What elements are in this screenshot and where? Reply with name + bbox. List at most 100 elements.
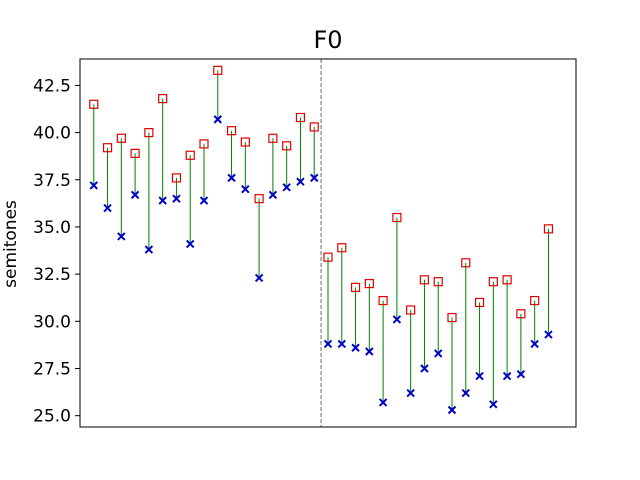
data-point-x [544,330,553,339]
data-point-x [282,183,291,192]
data-point-x-stroke [475,371,484,381]
plot-area [89,59,554,427]
data-point-square [185,150,195,160]
y-tick-label: 40.0 [33,124,71,144]
data-point-square [282,141,292,151]
data-point-x-stroke [186,239,195,249]
data-point-x-stroke [241,185,250,194]
data-point-x [434,349,443,358]
data-point-x-stroke [117,232,126,241]
data-point-square [171,173,182,183]
data-point-x [254,273,264,283]
data-point-square [502,275,512,285]
y-tick-label: 42.5 [33,76,71,96]
data-point-square [447,312,457,323]
data-point-x [213,115,222,124]
data-point-x-stroke [103,203,112,213]
y-tick-label: 32.5 [33,265,71,285]
data-point-x-stroke [172,194,181,203]
data-point-square [433,277,443,287]
data-point-x [241,185,250,194]
data-point-x-stroke [420,364,429,373]
data-point-square [226,126,237,136]
data-point-x [130,190,140,200]
data-point-x-stroke [130,190,140,200]
data-point-x-stroke [310,173,319,183]
data-point-x [199,196,209,205]
axes-frame [79,58,577,428]
data-point-x [392,315,402,324]
data-point-x-stroke [213,115,222,124]
data-point-x-stroke [461,388,470,398]
data-point-square [419,275,430,285]
data-point-x [158,196,167,205]
data-point-square [116,133,126,143]
data-point-square [461,258,471,268]
data-point-x [296,177,305,186]
data-point-x [516,369,526,379]
data-point-x [530,339,539,349]
y-tick-label: 35.0 [33,218,71,238]
data-point-x-stroke [254,273,264,283]
data-point-x-stroke [530,339,539,349]
data-point-x [89,181,98,190]
data-point-square [130,148,140,158]
data-point-x-stroke [365,347,374,356]
data-point-square [350,282,361,292]
data-point-square [323,252,333,262]
data-point-square [392,212,402,223]
data-point-x [117,232,126,241]
data-point-square [213,65,223,75]
data-point-x [502,371,512,381]
data-point-x-stroke [489,400,498,409]
data-point-square [543,224,554,234]
data-point-square [516,309,526,319]
data-point-x-stroke [392,315,402,324]
data-point-square [364,278,374,289]
data-point-x-stroke [282,183,291,192]
data-point-x [186,239,195,249]
y-tick-label: 25.0 [33,407,71,427]
data-point-x [337,339,346,349]
data-point-square [268,133,278,143]
data-point-x-stroke [323,339,333,349]
data-point-x-stroke [227,173,236,183]
data-point-square [240,137,250,147]
data-point-x [227,173,236,183]
data-point-square [144,128,154,138]
data-point-square [337,243,347,253]
data-point-x-stroke [89,181,98,190]
data-point-x-stroke [144,245,154,254]
chart-title: F0 [313,26,342,54]
data-point-x [103,203,112,213]
data-point-square [309,122,319,132]
data-point-x-stroke [378,398,388,407]
data-point-x-stroke [337,339,346,349]
data-point-x [475,371,484,381]
data-point-x [144,245,154,254]
data-point-x [323,339,333,349]
y-tick-label: 27.5 [33,359,71,379]
data-point-x [268,190,278,200]
data-point-x-stroke [351,343,360,352]
data-point-square [378,295,388,306]
data-point-x [172,194,181,203]
data-point-x-stroke [447,405,457,415]
data-point-x [351,343,360,352]
data-point-x [310,173,319,183]
data-point-x-stroke [268,190,278,200]
data-point-square [474,297,485,308]
data-point-x-stroke [434,349,443,358]
data-point-x-stroke [199,196,209,205]
data-point-x-stroke [406,388,415,398]
data-point-square [530,295,540,306]
data-point-x [420,364,429,373]
data-point-square [89,99,99,109]
data-point-square [254,194,264,204]
data-point-x-stroke [502,371,512,381]
data-point-x [461,388,470,398]
data-point-square [295,112,306,123]
data-point-square [102,143,113,153]
data-point-square [199,139,209,149]
